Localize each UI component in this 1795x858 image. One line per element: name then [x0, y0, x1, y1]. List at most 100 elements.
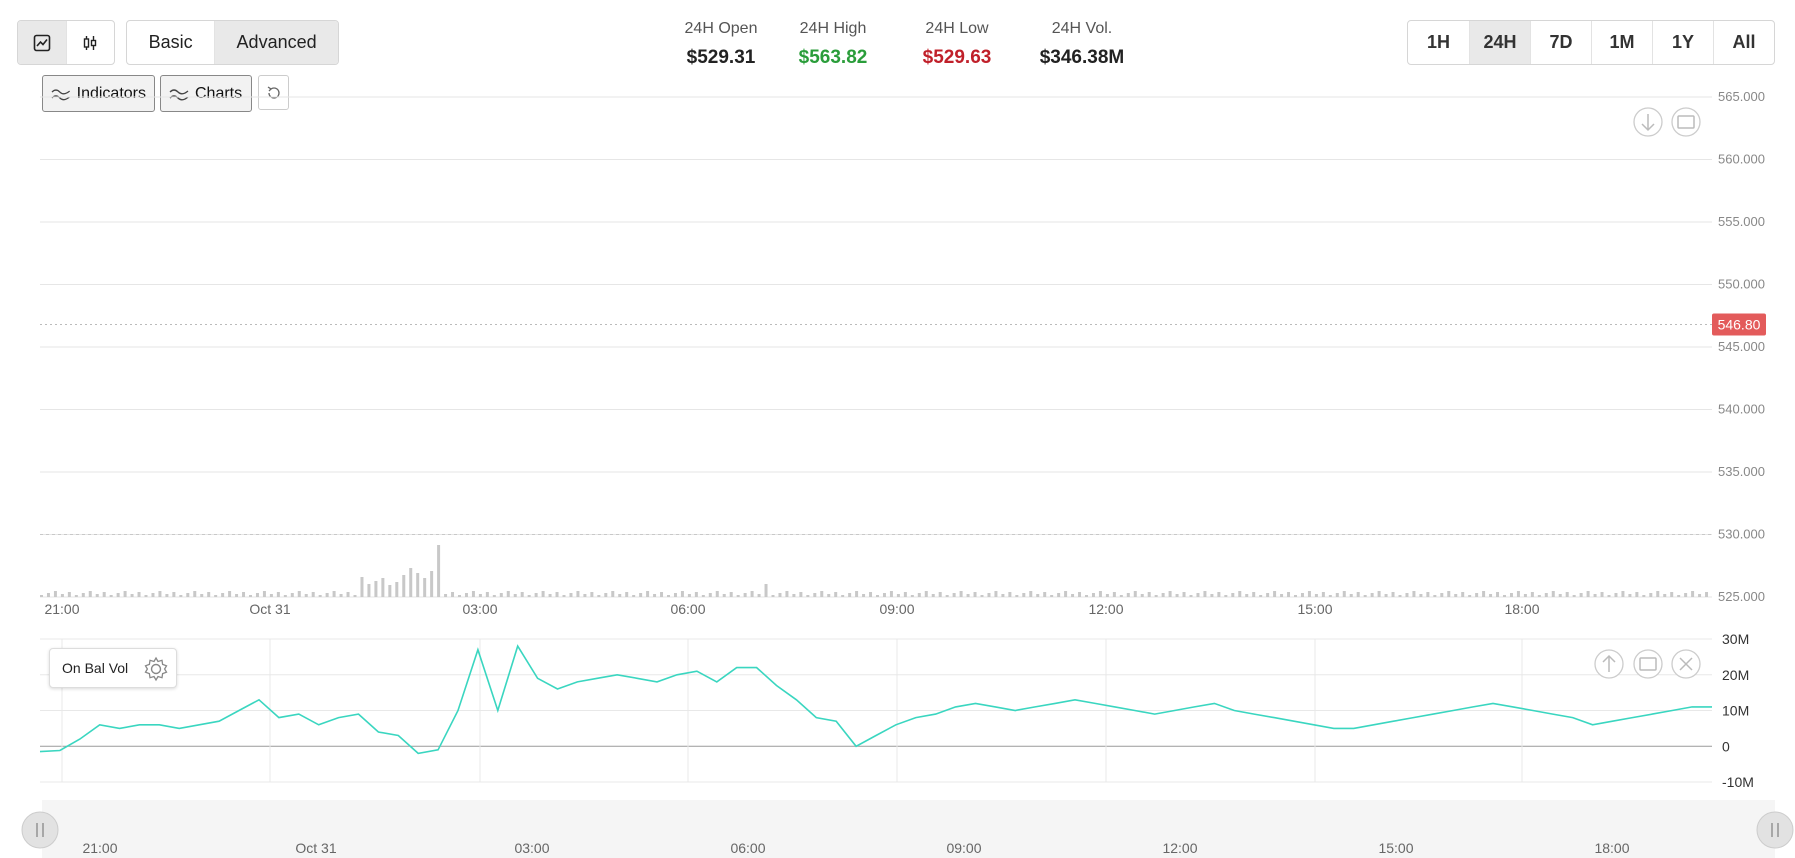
range-1y-button[interactable]: 1Y — [1652, 21, 1713, 64]
candlestick-button[interactable] — [65, 21, 114, 64]
download-icon[interactable] — [1633, 107, 1663, 137]
obv-fullscreen-icon[interactable] — [1633, 649, 1663, 679]
volume-bar — [632, 595, 636, 597]
volume-bar — [81, 593, 85, 597]
volume-bar — [437, 545, 441, 597]
volume-bar — [332, 591, 336, 597]
volume-bar — [715, 591, 719, 597]
volume-bar — [235, 594, 239, 597]
volume-bar — [736, 595, 740, 597]
volume-bar — [1175, 594, 1179, 597]
price-x-tick: 06:00 — [670, 601, 705, 617]
advanced-mode-button[interactable]: Advanced — [214, 21, 338, 64]
volume-bar — [109, 595, 113, 597]
price-y-tick: 555.000 — [1718, 214, 1765, 229]
line-chart-icon — [33, 34, 51, 51]
volume-bar — [1057, 593, 1061, 597]
volume-bar — [1224, 595, 1228, 597]
volume-bar — [1043, 592, 1047, 597]
navigator-left-handle[interactable] — [21, 811, 59, 849]
volume-bar — [1447, 591, 1451, 597]
volume-bar — [1468, 595, 1472, 597]
volume-bar — [144, 595, 148, 597]
obv-move-up-icon[interactable] — [1594, 649, 1624, 679]
price-x-tick: 09:00 — [879, 601, 914, 617]
volume-bar — [1516, 591, 1520, 597]
volume-bar — [1161, 593, 1165, 597]
volume-bar — [1182, 592, 1186, 597]
volume-bar — [1663, 594, 1667, 597]
volume-bar — [1238, 591, 1242, 597]
volume-bar — [1523, 594, 1527, 597]
volume-bar — [597, 595, 601, 597]
volume-bar — [506, 591, 510, 597]
stat-volume-value: $346.38M — [1039, 47, 1125, 68]
volume-bar — [269, 594, 273, 597]
basic-mode-button[interactable]: Basic — [148, 32, 193, 52]
volume-bar — [848, 593, 852, 597]
range-24h-button[interactable]: 24H — [1469, 21, 1530, 64]
volume-bar — [1635, 592, 1639, 597]
navigator-right-handle[interactable] — [1756, 811, 1794, 849]
volume-bar — [527, 595, 531, 597]
volume-bar — [1419, 594, 1423, 597]
candlestick-icon — [84, 35, 97, 50]
price-y-tick: 560.000 — [1718, 152, 1765, 167]
volume-bar — [1426, 592, 1430, 597]
price-x-tick: 18:00 — [1504, 601, 1539, 617]
reset-chart-button[interactable] — [258, 75, 289, 110]
navigator-x-tick: Oct 31 — [295, 840, 336, 856]
volume-bar — [973, 592, 977, 597]
obv-close-icon[interactable] — [1671, 649, 1701, 679]
volume-bar — [402, 575, 406, 597]
stat-high-label: 24H High — [799, 20, 867, 37]
range-1h-button[interactable]: 1H — [1426, 32, 1450, 52]
range-all-button[interactable]: All — [1713, 21, 1774, 64]
volume-bar — [311, 592, 315, 597]
volume-bar — [764, 584, 768, 597]
navigator-background — [42, 800, 1775, 858]
volume-bar — [1642, 595, 1646, 597]
charts-label: Charts — [195, 84, 243, 102]
line-chart-button[interactable] — [18, 21, 66, 64]
volume-bar — [1677, 595, 1681, 597]
refresh-icon — [267, 85, 280, 99]
volume-bar — [74, 595, 78, 597]
range-1m-button[interactable]: 1M — [1591, 21, 1652, 64]
volume-bar — [1705, 592, 1709, 597]
volume-bar — [555, 592, 559, 597]
volume-bar — [395, 582, 399, 597]
volume-bar — [1140, 594, 1144, 597]
volume-bar — [1335, 593, 1339, 597]
volume-bar — [701, 595, 705, 597]
volume-bar — [1551, 591, 1555, 597]
fullscreen-icon[interactable] — [1671, 107, 1701, 137]
gear-icon — [144, 656, 168, 682]
volume-bar — [1245, 594, 1249, 597]
volume-bar — [855, 591, 859, 597]
volume-bar — [221, 593, 225, 597]
indicators-icon — [51, 88, 71, 100]
volume-bar — [1217, 592, 1221, 597]
stat-volume: 24H Vol. $346.38M — [1022, 20, 1142, 69]
obv-indicator-label[interactable]: On Bal Vol — [49, 648, 177, 688]
charts-button[interactable]: Charts — [160, 75, 252, 112]
volume-bar — [841, 595, 845, 597]
volume-bar — [346, 592, 350, 597]
volume-bar — [1572, 595, 1576, 597]
volume-bar — [708, 593, 712, 597]
volume-bar — [1231, 593, 1235, 597]
volume-bar — [882, 593, 886, 597]
range-7d-button[interactable]: 7D — [1530, 21, 1591, 64]
volume-bar — [604, 593, 608, 597]
volume-bar — [1461, 592, 1465, 597]
volume-bar — [193, 591, 197, 597]
volume-bar — [1530, 592, 1534, 597]
volume-bar — [1314, 594, 1318, 597]
volume-bar — [834, 592, 838, 597]
obv-settings-button[interactable] — [142, 655, 170, 683]
indicators-button[interactable]: Indicators — [42, 75, 155, 112]
volume-bar — [1022, 593, 1026, 597]
volume-bar — [1377, 591, 1381, 597]
